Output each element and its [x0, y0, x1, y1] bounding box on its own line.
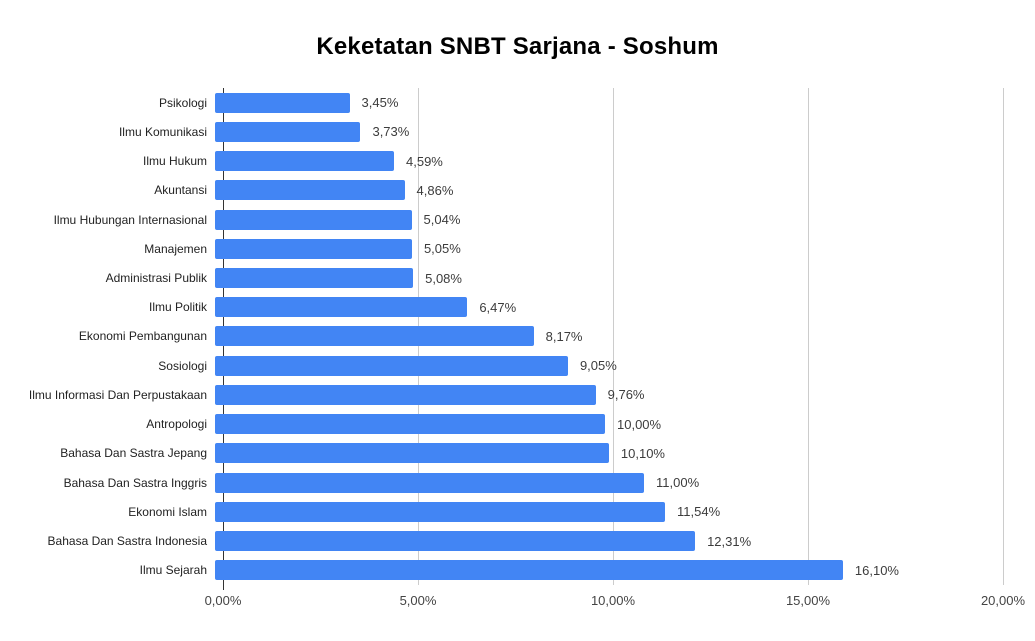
category-label: Manajemen — [144, 241, 207, 256]
value-label: 9,05% — [579, 358, 617, 374]
x-tick-label: 20,00% — [980, 593, 1026, 608]
bar-row: Ilmu Politik 6,47% — [0, 293, 1003, 322]
bar — [215, 384, 596, 405]
gridline — [1002, 88, 1004, 585]
value-label: 5,08% — [425, 270, 462, 286]
x-tick-label: 5,00% — [399, 593, 437, 608]
category-label: Bahasa Dan Sastra Indonesia — [47, 534, 207, 549]
bar-row: Ilmu Informasi Dan Perpustakaan 9,76% — [0, 380, 1003, 409]
category-label: Administrasi Publik — [105, 271, 207, 286]
bar-row: Bahasa Dan Sastra Inggris 11,00% — [0, 468, 1003, 497]
bar-zone: 8,17% — [215, 322, 1003, 351]
bar-row: Akuntansi 4,86% — [0, 176, 1003, 205]
bar — [215, 560, 843, 581]
value-label: 4,59% — [406, 153, 443, 169]
bar-row: Antropologi 10,00% — [0, 410, 1003, 439]
x-tick-label: 10,00% — [590, 593, 636, 608]
value-label: 10,00% — [617, 416, 662, 432]
value-label: 6,47% — [479, 299, 517, 315]
bar — [215, 92, 350, 113]
bar — [215, 209, 412, 230]
value-label: 11,54% — [677, 504, 721, 520]
bar-row: Ilmu Hubungan Internasional 5,04% — [0, 205, 1003, 234]
category-label: Ilmu Sejarah — [139, 563, 207, 578]
category-label: Antropologi — [146, 417, 207, 432]
bar-zone: 16,10% — [215, 556, 1003, 585]
bar-zone: 5,05% — [215, 234, 1003, 263]
bar — [215, 151, 394, 172]
bar — [215, 414, 605, 435]
value-label: 5,04% — [423, 212, 461, 228]
bar-zone: 5,04% — [215, 205, 1003, 234]
bar — [215, 297, 468, 318]
category-label: Psikologi — [158, 95, 207, 110]
bar — [215, 326, 534, 347]
bar-row: Manajemen 5,05% — [0, 234, 1003, 263]
bar — [215, 238, 412, 259]
category-label: Ekonomi Pembangunan — [78, 329, 207, 344]
value-label: 10,10% — [620, 445, 665, 461]
category-label: Ekonomi Islam — [128, 504, 207, 519]
bar — [215, 501, 666, 522]
x-axis: 0,00% 5,00% 10,00% 15,00% 20,00% — [205, 593, 1025, 611]
category-label: Ilmu Komunikasi — [118, 124, 207, 139]
x-tick-label: 0,00% — [204, 593, 242, 608]
value-label: 16,10% — [854, 562, 899, 578]
category-label: Akuntansi — [154, 183, 207, 198]
gridline — [612, 88, 614, 585]
bar-row: Ilmu Sejarah 16,10% — [0, 556, 1003, 585]
category-label: Sosiologi — [158, 358, 207, 373]
x-tick-label: 15,00% — [785, 593, 831, 608]
bar-zone: 11,54% — [215, 497, 1003, 526]
bar — [215, 268, 414, 289]
value-label: 3,73% — [372, 124, 410, 140]
value-label: 9,76% — [607, 387, 645, 403]
bar-row: Ilmu Komunikasi 3,73% — [0, 117, 1003, 146]
bar-zone: 10,10% — [215, 439, 1003, 468]
value-label: 8,17% — [545, 328, 583, 344]
gridline — [807, 88, 809, 585]
value-label: 5,05% — [423, 241, 461, 257]
bar-row: Ekonomi Pembangunan 8,17% — [0, 322, 1003, 351]
value-label: 4,86% — [416, 182, 454, 198]
bar — [215, 531, 696, 552]
bar-zone: 10,00% — [215, 410, 1003, 439]
value-label: 3,45% — [361, 95, 399, 111]
bar-zone: 11,00% — [215, 468, 1003, 497]
bar-zone: 4,86% — [215, 176, 1003, 205]
category-label: Bahasa Dan Sastra Inggris — [63, 475, 207, 490]
bar — [215, 121, 361, 142]
bar-zone: 9,05% — [215, 351, 1003, 380]
bar — [215, 443, 609, 464]
bar-row: Ilmu Hukum 4,59% — [0, 146, 1003, 175]
category-label: Ilmu Hukum — [142, 154, 207, 169]
bar-zone: 12,31% — [215, 527, 1003, 556]
chart-rows: Psikologi 3,45% Ilmu Komunikasi 3,73% Ilmu H… — [0, 88, 1003, 585]
value-label: 11,00% — [656, 475, 700, 491]
bar-row: Psikologi 3,45% — [0, 88, 1003, 117]
bar-row: Ekonomi Islam 11,54% — [0, 497, 1003, 526]
bar-row: Bahasa Dan Sastra Indonesia 12,31% — [0, 527, 1003, 556]
bar-zone: 4,59% — [215, 146, 1003, 175]
bar-zone: 9,76% — [215, 380, 1003, 409]
bar-row: Administrasi Publik 5,08% — [0, 263, 1003, 292]
bar-zone: 5,08% — [215, 263, 1003, 292]
bar — [215, 355, 568, 376]
category-label: Bahasa Dan Sastra Jepang — [60, 446, 207, 461]
category-label: Ilmu Informasi Dan Perpustakaan — [28, 387, 207, 402]
bar-zone: 3,45% — [215, 88, 1003, 117]
value-label: 12,31% — [707, 533, 752, 549]
bar-zone: 6,47% — [215, 293, 1003, 322]
bar-row: Sosiologi 9,05% — [0, 351, 1003, 380]
bar — [215, 180, 405, 201]
category-label: Ilmu Politik — [148, 300, 207, 315]
bar-zone: 3,73% — [215, 117, 1003, 146]
chart-title: Keketatan SNBT Sarjana - Soshum — [316, 33, 719, 60]
category-label: Ilmu Hubungan Internasional — [53, 212, 207, 227]
bar — [215, 472, 644, 493]
bar-row: Bahasa Dan Sastra Jepang 10,10% — [0, 439, 1003, 468]
